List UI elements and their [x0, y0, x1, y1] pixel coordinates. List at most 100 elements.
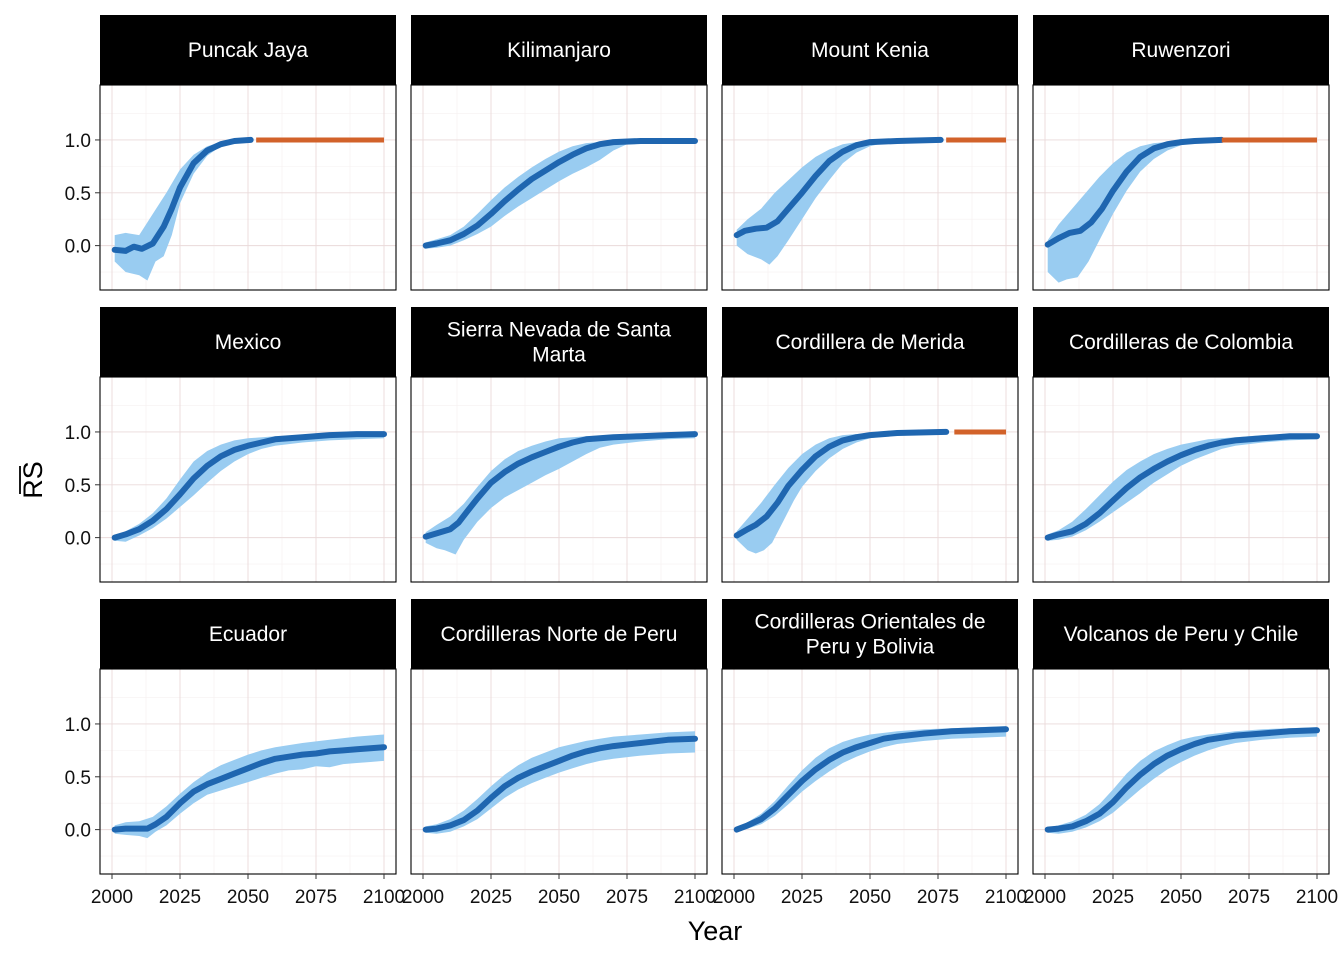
facet-strip [100, 307, 396, 377]
facet-panel: Cordilleras de Colombia [1032, 307, 1330, 583]
facet-title: Sierra Nevada de Santa Marta [447, 319, 671, 367]
x-tick-label: 2075 [1228, 887, 1270, 908]
x-tick-label: 2000 [91, 887, 133, 908]
panel-data-group [733, 428, 1006, 554]
facet-title: Cordillera de Merida [775, 331, 964, 354]
facet-strip [411, 15, 707, 85]
panel-data-group [422, 138, 698, 249]
y-tick-label: 1.0 [65, 423, 91, 444]
uncertainty-band [1047, 139, 1222, 283]
panels-layer: Puncak Jaya Kilimanjaro Mount Kenia Ruwenzo… [99, 15, 1330, 875]
uncertainty-band [736, 139, 941, 265]
x-tick-label: 2050 [227, 887, 269, 908]
panel-data-group [422, 731, 698, 834]
facet-title: Cordilleras de Colombia [1069, 331, 1293, 354]
y-tick-label: 0.5 [65, 184, 91, 205]
uncertainty-band [1047, 727, 1317, 834]
facet-panel: Mount Kenia [721, 15, 1019, 291]
x-axis-title: Year [688, 916, 743, 946]
y-tick-label: 0.0 [65, 821, 91, 842]
x-tick-label: 2050 [538, 887, 580, 908]
panel-data-group [111, 734, 387, 839]
x-tick-label: 2025 [159, 887, 201, 908]
mean-line [422, 431, 698, 540]
facet-strip [722, 599, 1018, 669]
facet-title: Ecuador [209, 623, 287, 646]
x-tick-label: 2100 [674, 887, 716, 908]
facet-strip [1033, 599, 1329, 669]
x-tick-label: 2000 [713, 887, 755, 908]
x-tick-label: 2050 [849, 887, 891, 908]
panel-data-group [733, 726, 1009, 833]
panel-data-group [1044, 433, 1320, 541]
y-tick-label: 0.0 [65, 529, 91, 550]
facet-title: Mount Kenia [811, 39, 929, 62]
x-tick-label: 2025 [1092, 887, 1134, 908]
x-tick-label: 2075 [606, 887, 648, 908]
x-tick-label: 2100 [985, 887, 1027, 908]
facet-panel: Cordilleras Norte de Peru [410, 599, 708, 875]
y-axis-title-group: RS [18, 461, 48, 499]
facet-title-line: Cordilleras Orientales de [754, 611, 985, 634]
facet-title-line: Marta [532, 344, 586, 367]
x-tick-label: 2100 [363, 887, 405, 908]
facet-strip [722, 15, 1018, 85]
uncertainty-band [736, 726, 1006, 832]
facet-panel: Puncak Jaya [99, 15, 397, 291]
facet-panel: Sierra Nevada de Santa Marta [410, 307, 708, 583]
facet-panel: Mexico [99, 307, 397, 583]
y-axes-layer: 0.0 0.5 1.0 0.0 0.5 1.0 0.0 0.5 1.0 [65, 131, 100, 842]
mean-line [111, 744, 387, 833]
facet-panel: Ruwenzori [1032, 15, 1330, 291]
facet-strip [411, 307, 707, 377]
mean-line [733, 726, 1009, 833]
uncertainty-band [425, 731, 695, 834]
x-tick-label: 2000 [1024, 887, 1066, 908]
y-tick-label: 0.5 [65, 476, 91, 497]
x-tick-label: 2000 [402, 887, 444, 908]
mean-line [733, 428, 950, 539]
y-tick-label: 1.0 [65, 131, 91, 152]
facet-panel: Volcanos de Peru y Chile [1032, 599, 1330, 875]
y-tick-label: 0.5 [65, 768, 91, 789]
panel-data-group [422, 431, 698, 555]
facet-title: Puncak Jaya [188, 39, 309, 62]
facet-title: Volcanos de Peru y Chile [1064, 623, 1299, 646]
uncertainty-band [736, 431, 947, 554]
facet-panel: Ecuador [99, 599, 397, 875]
uncertainty-band [114, 734, 384, 839]
x-tick-label: 2025 [470, 887, 512, 908]
facet-title-line: Sierra Nevada de Santa [447, 319, 671, 342]
panel-data-group [111, 136, 384, 281]
facet-title: Ruwenzori [1131, 39, 1230, 62]
facet-strip [1033, 15, 1329, 85]
facet-strip [100, 15, 396, 85]
mean-line [422, 138, 698, 249]
panel-data-group [1044, 136, 1317, 283]
mean-line [111, 431, 387, 541]
facet-panel: Cordilleras Orientales de Peru y Bolivia [721, 599, 1019, 875]
x-tick-label: 2100 [1296, 887, 1338, 908]
facet-panel: Cordillera de Merida [721, 307, 1019, 583]
x-tick-label: 2075 [917, 887, 959, 908]
y-tick-label: 1.0 [65, 715, 91, 736]
mean-line [422, 735, 698, 833]
facet-strip [411, 599, 707, 669]
x-tick-label: 2025 [781, 887, 823, 908]
mean-line [1044, 136, 1225, 248]
x-tick-label: 2075 [295, 887, 337, 908]
facet-title-line: Peru y Bolivia [806, 636, 935, 659]
panel-data-group [1044, 727, 1320, 834]
facet-panel: Kilimanjaro [410, 15, 708, 291]
facet-title: Cordilleras Orientales de Peru y Bolivia [754, 611, 985, 659]
facet-title: Mexico [215, 331, 282, 354]
facet-strip [100, 599, 396, 669]
uncertainty-band [425, 139, 695, 249]
panel-data-group [111, 431, 387, 542]
facet-strip [722, 307, 1018, 377]
mean-line [1044, 727, 1320, 833]
panel-data-group [733, 136, 1006, 265]
y-axis-title: RS [18, 461, 48, 499]
y-tick-label: 0.0 [65, 237, 91, 258]
